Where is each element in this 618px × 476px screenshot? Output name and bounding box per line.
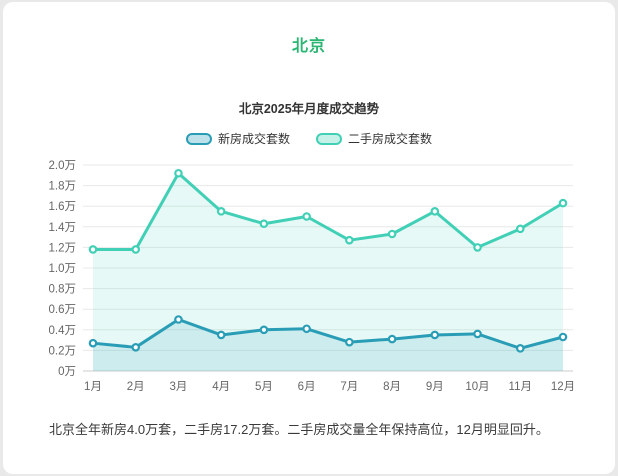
legend-label: 二手房成交套数 [348, 132, 433, 146]
summary-text: 北京全年新房4.0万套，二手房17.2万套。二手房成交量全年保持高位，12月明显… [49, 422, 549, 437]
svg-text:4月: 4月 [212, 381, 230, 393]
svg-text:10月: 10月 [465, 381, 489, 393]
legend-item-0[interactable]: 新房成交套数 [185, 130, 290, 147]
svg-text:3月: 3月 [170, 381, 188, 393]
legend-label: 新房成交套数 [217, 132, 290, 146]
svg-text:0.2万: 0.2万 [49, 345, 77, 357]
svg-text:8月: 8月 [383, 381, 401, 393]
svg-text:1.2万: 1.2万 [49, 242, 77, 254]
legend-swatch-icon [185, 132, 212, 145]
svg-text:11月: 11月 [509, 381, 532, 393]
svg-text:0万: 0万 [58, 366, 76, 378]
svg-text:0.8万: 0.8万 [49, 284, 77, 296]
line-chart-svg: 0万 0.2万 0.4万 0.6万 0.8万 1.0万 1.2万 1.4万 1.6万 1.8万 2.… [49, 160, 576, 393]
svg-text:1月: 1月 [84, 381, 102, 393]
svg-text:0.6万: 0.6万 [49, 304, 77, 316]
trend-chart-block: 北京2025年月度成交趋势 新房成交套数 二手房成交套数 0万 0.2万 0.4万 0.… [3, 98, 615, 407]
svg-text:2.0万: 2.0万 [49, 160, 77, 172]
legend-item-1[interactable]: 二手房成交套数 [316, 130, 432, 147]
svg-text:1.8万: 1.8万 [49, 181, 77, 193]
report-card: 北京 北京2025年月度成交趋势 新房成交套数 二手房成交套数 0万 0.2万 0.4… [3, 2, 615, 474]
svg-text:6月: 6月 [298, 381, 316, 393]
svg-text:0.4万: 0.4万 [49, 325, 77, 337]
svg-text:9月: 9月 [426, 381, 444, 393]
svg-text:2月: 2月 [127, 381, 145, 393]
svg-text:1.4万: 1.4万 [49, 222, 77, 234]
chart-title: 北京2025年月度成交趋势 [238, 102, 380, 116]
city-title: 北京 [291, 38, 326, 55]
svg-text:1.6万: 1.6万 [49, 201, 77, 213]
svg-text:1.0万: 1.0万 [49, 263, 77, 275]
chart-legend: 新房成交套数 二手房成交套数 [3, 130, 615, 147]
svg-text:7月: 7月 [340, 381, 358, 393]
legend-swatch-icon [316, 132, 342, 145]
svg-text:5月: 5月 [255, 381, 273, 393]
svg-text:12月: 12月 [551, 381, 575, 393]
